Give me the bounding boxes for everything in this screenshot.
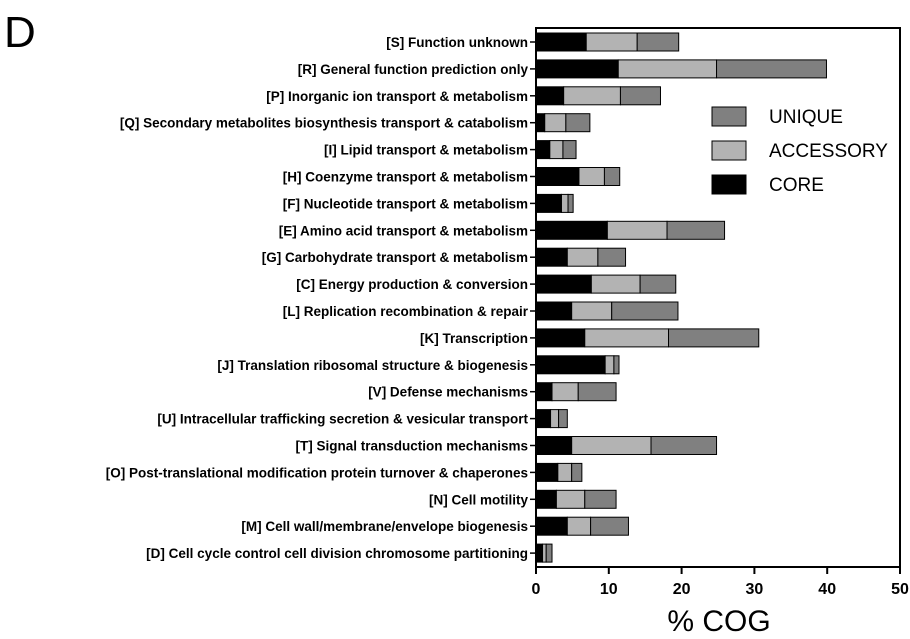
bar-core-0 bbox=[535, 32, 587, 52]
bar-core-6 bbox=[535, 193, 562, 213]
bar-unique-15 bbox=[650, 436, 718, 455]
bar-accessory-13 bbox=[551, 382, 579, 402]
legend-label-core: CORE bbox=[769, 175, 824, 196]
bar-unique-18 bbox=[590, 516, 629, 536]
bar-accessory-5 bbox=[578, 167, 605, 186]
bar-unique-11 bbox=[668, 328, 760, 348]
legend-label-accessory: ACCESSORY bbox=[769, 141, 888, 162]
category-label: [C] Energy production & conversion bbox=[296, 277, 528, 292]
category-label: [U] Intracellular trafficking secretion … bbox=[157, 412, 528, 427]
bar-unique-0 bbox=[636, 32, 680, 52]
bar-core-15 bbox=[535, 436, 573, 455]
legend-label-unique: UNIQUE bbox=[769, 107, 843, 128]
bar-accessory-10 bbox=[571, 301, 613, 321]
x-tick-label: 50 bbox=[891, 581, 909, 598]
bar-core-9 bbox=[535, 274, 592, 294]
category-label: [V] Defense mechanisms bbox=[368, 385, 528, 400]
bar-unique-5 bbox=[603, 167, 621, 186]
bar-accessory-6 bbox=[560, 193, 569, 213]
category-label: [G] Carbohydrate transport & metabolism bbox=[262, 250, 528, 265]
legend: UNIQUE ACCESSORY CORE bbox=[711, 106, 888, 196]
category-label: [K] Transcription bbox=[420, 331, 528, 346]
bar-unique-17 bbox=[584, 489, 617, 509]
bar-unique-13 bbox=[577, 382, 617, 402]
bar-unique-16 bbox=[571, 462, 583, 482]
bar-unique-14 bbox=[558, 409, 568, 429]
bar-accessory-16 bbox=[557, 462, 573, 482]
bar-accessory-18 bbox=[566, 516, 592, 536]
bar-core-18 bbox=[535, 516, 568, 536]
category-label: [D] Cell cycle control cell division chr… bbox=[146, 546, 528, 561]
category-label: [M] Cell wall/membrane/envelope biogenes… bbox=[241, 519, 528, 534]
bar-unique-3 bbox=[565, 113, 591, 133]
bar-core-11 bbox=[535, 328, 586, 348]
bar-core-3 bbox=[535, 113, 546, 133]
bar-unique-9 bbox=[639, 274, 677, 294]
bar-unique-4 bbox=[562, 140, 577, 160]
plot-frame bbox=[535, 27, 901, 568]
bar-unique-10 bbox=[611, 301, 679, 321]
bar-accessory-17 bbox=[555, 489, 586, 509]
bar-core-10 bbox=[535, 301, 573, 321]
legend-swatch-core bbox=[711, 174, 747, 195]
category-label: [N] Cell motility bbox=[429, 492, 528, 507]
category-label: [Q] Secondary metabolites biosynthesis t… bbox=[120, 116, 528, 131]
bar-unique-19 bbox=[545, 543, 553, 563]
bar-unique-6 bbox=[567, 193, 574, 213]
bar-core-8 bbox=[535, 247, 568, 267]
category-label: [I] Lipid transport & metabolism bbox=[324, 143, 528, 158]
bar-accessory-9 bbox=[590, 274, 641, 294]
bar-accessory-7 bbox=[606, 220, 668, 240]
bar-unique-12 bbox=[613, 355, 620, 375]
x-axis-title: % COG bbox=[667, 605, 770, 638]
bar-accessory-4 bbox=[549, 140, 564, 160]
bar-core-4 bbox=[535, 140, 551, 160]
bar-accessory-2 bbox=[563, 86, 621, 106]
x-tick-label: 20 bbox=[673, 581, 691, 598]
legend-swatch-accessory bbox=[711, 140, 747, 161]
category-label: [R] General function prediction only bbox=[298, 62, 529, 77]
category-label: [O] Post-translational modification prot… bbox=[106, 465, 528, 480]
bar-core-12 bbox=[535, 355, 606, 375]
bar-accessory-1 bbox=[617, 59, 718, 79]
x-tick-label: 10 bbox=[600, 581, 618, 598]
bar-unique-1 bbox=[716, 59, 827, 79]
panel-letter: D bbox=[4, 8, 36, 57]
category-labels: [S] Function unknown [R] General function… bbox=[106, 35, 529, 561]
x-tick-label: 30 bbox=[746, 581, 764, 598]
bar-core-17 bbox=[535, 489, 557, 509]
bar-core-5 bbox=[535, 167, 580, 186]
x-tick-label: 40 bbox=[818, 581, 836, 598]
category-label: [H] Coenzyme transport & metabolism bbox=[283, 170, 528, 185]
bar-unique-2 bbox=[619, 86, 661, 106]
bar-core-2 bbox=[535, 86, 565, 106]
bar-core-13 bbox=[535, 382, 553, 402]
category-label: [P] Inorganic ion transport & metabolism bbox=[266, 89, 528, 104]
bar-accessory-12 bbox=[604, 355, 615, 375]
category-label: [F] Nucleotide transport & metabolism bbox=[283, 196, 528, 211]
category-label: [S] Function unknown bbox=[386, 35, 528, 50]
bar-accessory-8 bbox=[566, 247, 599, 267]
axes: 0 10 20 30 40 50 bbox=[530, 27, 909, 598]
bar-core-1 bbox=[535, 59, 619, 79]
legend-swatch-unique bbox=[711, 106, 747, 127]
bar-unique-7 bbox=[666, 220, 726, 240]
bar-core-14 bbox=[535, 409, 552, 429]
bar-core-16 bbox=[535, 462, 559, 482]
bar-accessory-11 bbox=[584, 328, 670, 348]
bar-group bbox=[535, 32, 827, 563]
category-label: [E] Amino acid transport & metabolism bbox=[279, 223, 528, 238]
bar-accessory-14 bbox=[550, 409, 560, 429]
category-label: [T] Signal transduction mechanisms bbox=[295, 439, 528, 454]
bar-accessory-3 bbox=[544, 113, 567, 133]
bar-unique-8 bbox=[597, 247, 627, 267]
bar-core-7 bbox=[535, 220, 608, 240]
bar-accessory-0 bbox=[585, 32, 638, 52]
x-tick-label: 0 bbox=[532, 581, 541, 598]
bar-accessory-15 bbox=[571, 436, 652, 455]
category-label: [L] Replication recombination & repair bbox=[283, 304, 529, 319]
bar-accessory-19 bbox=[542, 543, 547, 563]
category-label: [J] Translation ribosomal structure & bi… bbox=[217, 358, 528, 373]
